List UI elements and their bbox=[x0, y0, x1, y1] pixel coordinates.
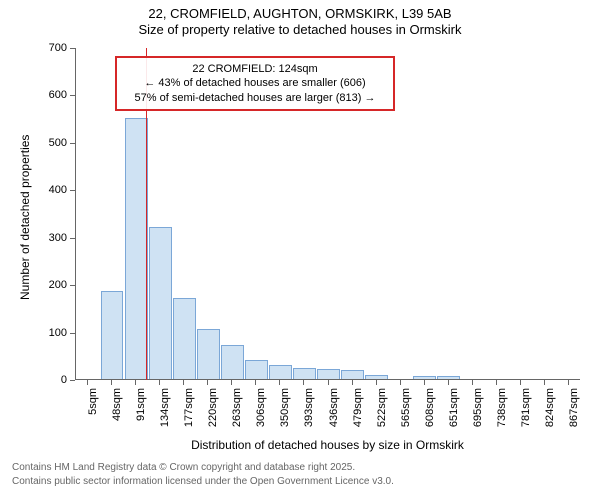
x-tick-mark bbox=[520, 380, 521, 385]
y-tick-label: 0 bbox=[61, 374, 67, 386]
y-tick-label: 600 bbox=[49, 89, 67, 101]
histogram-bar bbox=[149, 227, 172, 379]
x-tick-label: 48sqm bbox=[111, 388, 123, 438]
x-tick-mark bbox=[135, 380, 136, 385]
x-tick-mark bbox=[303, 380, 304, 385]
x-tick-label: 651sqm bbox=[448, 388, 460, 438]
x-tick-mark bbox=[544, 380, 545, 385]
histogram-bar bbox=[101, 291, 124, 379]
histogram-bar bbox=[293, 368, 316, 379]
y-tick-mark bbox=[70, 190, 75, 191]
x-tick-label: 695sqm bbox=[472, 388, 484, 438]
annotation-line: 22 CROMFIELD: 124sqm bbox=[125, 62, 385, 76]
y-tick-label: 100 bbox=[49, 327, 67, 339]
x-tick-label: 608sqm bbox=[424, 388, 436, 438]
y-tick-label: 200 bbox=[49, 279, 67, 291]
histogram-bar bbox=[413, 376, 436, 379]
x-tick-mark bbox=[376, 380, 377, 385]
y-tick-mark bbox=[70, 95, 75, 96]
y-tick-label: 300 bbox=[49, 232, 67, 244]
chart-title-line1: 22, CROMFIELD, AUGHTON, ORMSKIRK, L39 5A… bbox=[0, 6, 600, 21]
y-tick-mark bbox=[70, 380, 75, 381]
x-tick-mark bbox=[255, 380, 256, 385]
histogram-bar bbox=[245, 360, 268, 379]
x-tick-mark bbox=[279, 380, 280, 385]
x-axis-label: Distribution of detached houses by size … bbox=[75, 438, 580, 452]
x-tick-mark bbox=[87, 380, 88, 385]
y-tick-mark bbox=[70, 238, 75, 239]
x-tick-mark bbox=[472, 380, 473, 385]
x-tick-mark bbox=[424, 380, 425, 385]
x-tick-mark bbox=[328, 380, 329, 385]
x-tick-label: 350sqm bbox=[279, 388, 291, 438]
chart-title-line2: Size of property relative to detached ho… bbox=[0, 22, 600, 37]
annotation-line: ← 43% of detached houses are smaller (60… bbox=[125, 76, 385, 90]
y-tick-mark bbox=[70, 333, 75, 334]
x-tick-label: 565sqm bbox=[400, 388, 412, 438]
y-axis-label: Number of detached properties bbox=[18, 135, 32, 300]
histogram-bar bbox=[221, 345, 244, 379]
x-tick-mark bbox=[231, 380, 232, 385]
x-tick-label: 306sqm bbox=[255, 388, 267, 438]
x-tick-mark bbox=[111, 380, 112, 385]
annotation-box: 22 CROMFIELD: 124sqm← 43% of detached ho… bbox=[115, 56, 395, 111]
x-tick-mark bbox=[400, 380, 401, 385]
histogram-bar bbox=[173, 298, 196, 379]
x-tick-mark bbox=[568, 380, 569, 385]
histogram-bar bbox=[317, 369, 340, 379]
histogram-bar bbox=[341, 370, 364, 379]
y-tick-mark bbox=[70, 48, 75, 49]
histogram-bar bbox=[197, 329, 220, 379]
annotation-line: 57% of semi-detached houses are larger (… bbox=[125, 91, 385, 105]
x-tick-label: 220sqm bbox=[207, 388, 219, 438]
x-tick-label: 824sqm bbox=[544, 388, 556, 438]
x-tick-label: 5sqm bbox=[87, 388, 99, 438]
x-tick-mark bbox=[448, 380, 449, 385]
y-tick-label: 400 bbox=[49, 184, 67, 196]
y-tick-label: 700 bbox=[49, 42, 67, 54]
y-tick-mark bbox=[70, 143, 75, 144]
x-tick-mark bbox=[183, 380, 184, 385]
x-tick-label: 393sqm bbox=[303, 388, 315, 438]
x-tick-label: 479sqm bbox=[352, 388, 364, 438]
x-tick-label: 177sqm bbox=[183, 388, 195, 438]
x-tick-mark bbox=[159, 380, 160, 385]
x-tick-label: 436sqm bbox=[328, 388, 340, 438]
chart-container: 22, CROMFIELD, AUGHTON, ORMSKIRK, L39 5A… bbox=[0, 0, 600, 500]
x-tick-label: 738sqm bbox=[496, 388, 508, 438]
x-tick-label: 781sqm bbox=[520, 388, 532, 438]
footer-line2: Contains public sector information licen… bbox=[12, 476, 394, 487]
x-tick-label: 91sqm bbox=[135, 388, 147, 438]
y-tick-label: 500 bbox=[49, 137, 67, 149]
histogram-bar bbox=[365, 375, 388, 379]
histogram-bar bbox=[437, 376, 460, 379]
x-tick-mark bbox=[352, 380, 353, 385]
x-tick-mark bbox=[496, 380, 497, 385]
y-tick-mark bbox=[70, 285, 75, 286]
histogram-bar bbox=[125, 118, 148, 379]
histogram-bar bbox=[269, 365, 292, 379]
footer-line1: Contains HM Land Registry data © Crown c… bbox=[12, 462, 355, 473]
x-tick-label: 522sqm bbox=[376, 388, 388, 438]
x-tick-mark bbox=[207, 380, 208, 385]
x-tick-label: 263sqm bbox=[231, 388, 243, 438]
x-tick-label: 867sqm bbox=[568, 388, 580, 438]
x-tick-label: 134sqm bbox=[159, 388, 171, 438]
